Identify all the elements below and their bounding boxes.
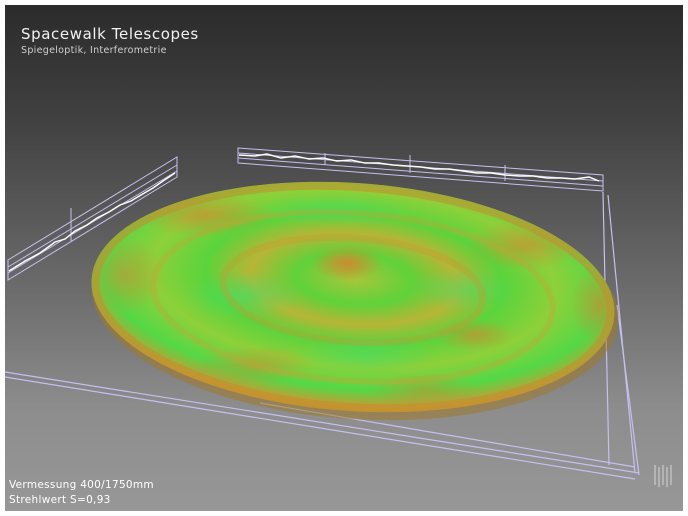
left-profile-curve bbox=[8, 172, 176, 272]
back-profile-curve bbox=[238, 153, 600, 182]
strehl-value-label: Strehlwert S=0,93 bbox=[9, 494, 111, 506]
page-subtitle: Spiegeloptik, Interferometrie bbox=[21, 45, 167, 56]
surface-plot-scene bbox=[5, 147, 672, 487]
measurement-label: Vermessung 400/1750mm bbox=[9, 479, 154, 491]
interferometry-viewport: Spacewalk Telescopes Spiegeloptik, Inter… bbox=[5, 5, 683, 511]
page-title: Spacewalk Telescopes bbox=[21, 25, 199, 43]
mirror-surface-map bbox=[85, 181, 623, 421]
corner-scale-marks bbox=[654, 465, 672, 487]
